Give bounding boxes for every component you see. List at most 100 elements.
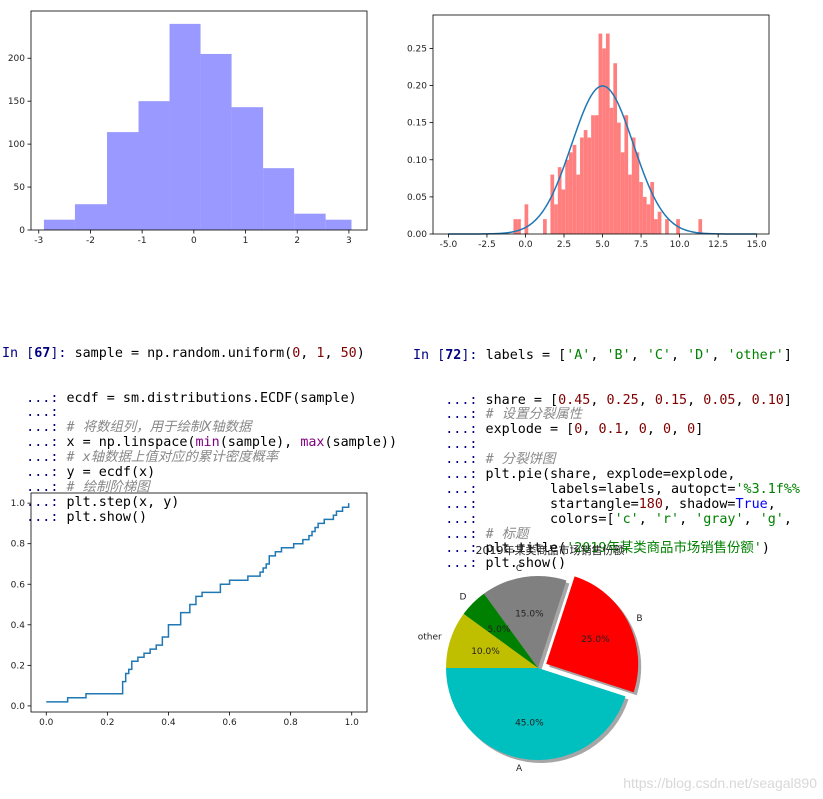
pie-slice-b — [546, 576, 639, 693]
x-tick-label: 0 — [191, 236, 197, 246]
x-tick-label: 1.0 — [345, 718, 360, 728]
y-tick-label: 0.00 — [407, 230, 427, 240]
code-line: ...: — [413, 437, 478, 453]
density-bar — [576, 174, 581, 234]
pie-chart: 2019年某类商品市场销售份额 A 45.0% B 25.0% C 15.0% D 5.0% ot… — [418, 543, 643, 774]
density-bar — [602, 48, 606, 234]
code-line: labels = ['A', 'B', 'C', 'D', 'other'] — [485, 347, 792, 363]
density-bar — [598, 33, 603, 234]
density-bar — [580, 137, 584, 234]
density-bar — [635, 152, 640, 234]
x-tick-label: 0.0 — [518, 240, 533, 250]
code-cell-67: In [67]: sample = np.random.uniform(0, 1… — [2, 317, 397, 540]
pie-label: A — [516, 764, 523, 771]
histogram-bar — [231, 107, 264, 230]
pie-label: D — [460, 592, 467, 602]
x-tick-label: 1 — [243, 236, 249, 246]
histogram-bar — [200, 53, 232, 230]
code-line: ...: plt.pie(share, explode=explode, — [413, 466, 736, 482]
code-line: ...: plt.show() — [2, 509, 148, 525]
y-tick-label: 0.25 — [407, 44, 427, 54]
code-line: ...: y = ecdf(x) — [2, 464, 156, 480]
density-bar — [572, 144, 577, 234]
axes-frame — [432, 14, 770, 235]
code-line: ...: # x轴数据上值对应的累计密度概率 — [2, 450, 279, 466]
y-tick-label: 0.20 — [407, 82, 427, 92]
pie-slice-other — [446, 613, 538, 668]
code-line: ...: startangle=180, shadow=True, — [413, 496, 776, 512]
x-tick-label: -3 — [34, 236, 43, 246]
y-tick-label: 0.10 — [407, 156, 427, 166]
histogram-bar — [74, 204, 107, 230]
x-tick-label: 7.5 — [634, 240, 648, 250]
density-bar — [550, 174, 555, 234]
pie-slice-c — [483, 575, 567, 668]
density-bar — [609, 107, 614, 234]
y-tick-label: 200 — [8, 54, 25, 64]
pie-label: C — [516, 564, 522, 574]
x-tick-label: 0.6 — [222, 718, 237, 728]
pie-title: 2019年某类商品市场销售份额 — [476, 543, 625, 557]
y-tick-label: 0.6 — [11, 580, 26, 590]
ecdf-chart: 0.0 0.2 0.4 0.6 0.8 1.0 0.0 0.2 0.4 0.6 0.8 1.0 — [11, 492, 368, 728]
density-bar — [561, 189, 566, 234]
histogram-bar — [294, 213, 326, 230]
code-line: ...: # 设置分裂属性 — [413, 407, 583, 423]
y-tick-label: 0.05 — [407, 193, 427, 203]
density-bar — [620, 152, 625, 234]
pie-panel: 2019年某类商品市场销售份额 A 45.0% B 25.0% C 15.0% D 5.0% ot… — [413, 536, 663, 774]
density-bar — [583, 130, 588, 234]
density-bar — [594, 115, 599, 234]
code-line: ...: ecdf = sm.distributions.ECDF(sample… — [2, 390, 357, 406]
density-bar — [568, 152, 573, 234]
pie-slice-a — [446, 668, 626, 761]
density-bar — [698, 219, 703, 234]
histogram-bar — [169, 23, 201, 230]
prompt-in: In [ — [413, 347, 446, 363]
x-tick-label: -2.5 — [478, 240, 496, 250]
x-tick-label: -5.0 — [440, 240, 458, 250]
density-bar — [642, 196, 647, 234]
density-bar — [665, 219, 669, 234]
density-bar — [654, 219, 658, 234]
density-bar — [524, 204, 529, 234]
ecdf-step-line — [46, 503, 350, 703]
prompt-number: 72 — [445, 347, 462, 363]
hist-blue-panel: -3 -2 -1 0 1 2 3 0 50 100 150 200 — [0, 0, 380, 255]
x-tick-label: 2 — [294, 236, 300, 246]
x-tick-label: 10.0 — [670, 240, 690, 250]
y-tick-label: 0.8 — [11, 540, 26, 550]
prompt-in: In [ — [2, 345, 35, 361]
density-bar — [587, 137, 592, 234]
pie-pct-label: 5.0% — [488, 625, 511, 635]
code-line: ...: explode = [0, 0.1, 0, 0, 0] — [413, 422, 704, 438]
axes-frame — [30, 10, 368, 231]
density-bar — [554, 204, 558, 234]
density-bar — [628, 174, 632, 234]
histogram-bar — [43, 219, 75, 230]
hist-pdf-panel: -5.0 -2.5 0.0 2.5 5.0 7.5 10.0 12.5 15.0 0.00 0.05… — [398, 0, 778, 255]
code-line: ...: plt.show() — [413, 556, 567, 572]
code-line: ...: share = [0.45, 0.25, 0.15, 0.05, 0.… — [413, 392, 792, 408]
y-tick-label: 100 — [8, 140, 25, 150]
x-tick-label: -2 — [86, 236, 95, 246]
density-bar — [543, 219, 547, 234]
y-tick-label: 1.0 — [11, 499, 26, 509]
code-cell-72: In [72]: labels = ['A', 'B', 'C', 'D', '… — [413, 319, 800, 587]
code-line: ...: x = np.linspace(min(sample), max(sa… — [2, 435, 398, 451]
ecdf-panel: 0.0 0.2 0.4 0.6 0.8 1.0 0.0 0.2 0.4 0.6 0.8 1.0 — [0, 488, 380, 728]
density-bar — [517, 219, 521, 234]
density-bar — [565, 159, 569, 234]
y-tick-label: 0 — [19, 226, 25, 236]
pie-pct-label: 10.0% — [471, 647, 500, 657]
density-bar — [613, 63, 618, 234]
x-tick-label: -1 — [138, 236, 147, 246]
pie-pct-label: 25.0% — [581, 635, 610, 645]
density-bar — [631, 137, 636, 234]
pie-label: other — [418, 633, 442, 643]
code-line: ...: plt.title('2019年某类商品市场销售份额') — [413, 541, 770, 557]
x-tick-label: 0.0 — [39, 718, 54, 728]
density-bar — [657, 211, 662, 234]
code-line: ...: colors=['c', 'r', 'gray', 'g', — [413, 511, 792, 527]
y-tick-label: 0.15 — [407, 119, 427, 129]
